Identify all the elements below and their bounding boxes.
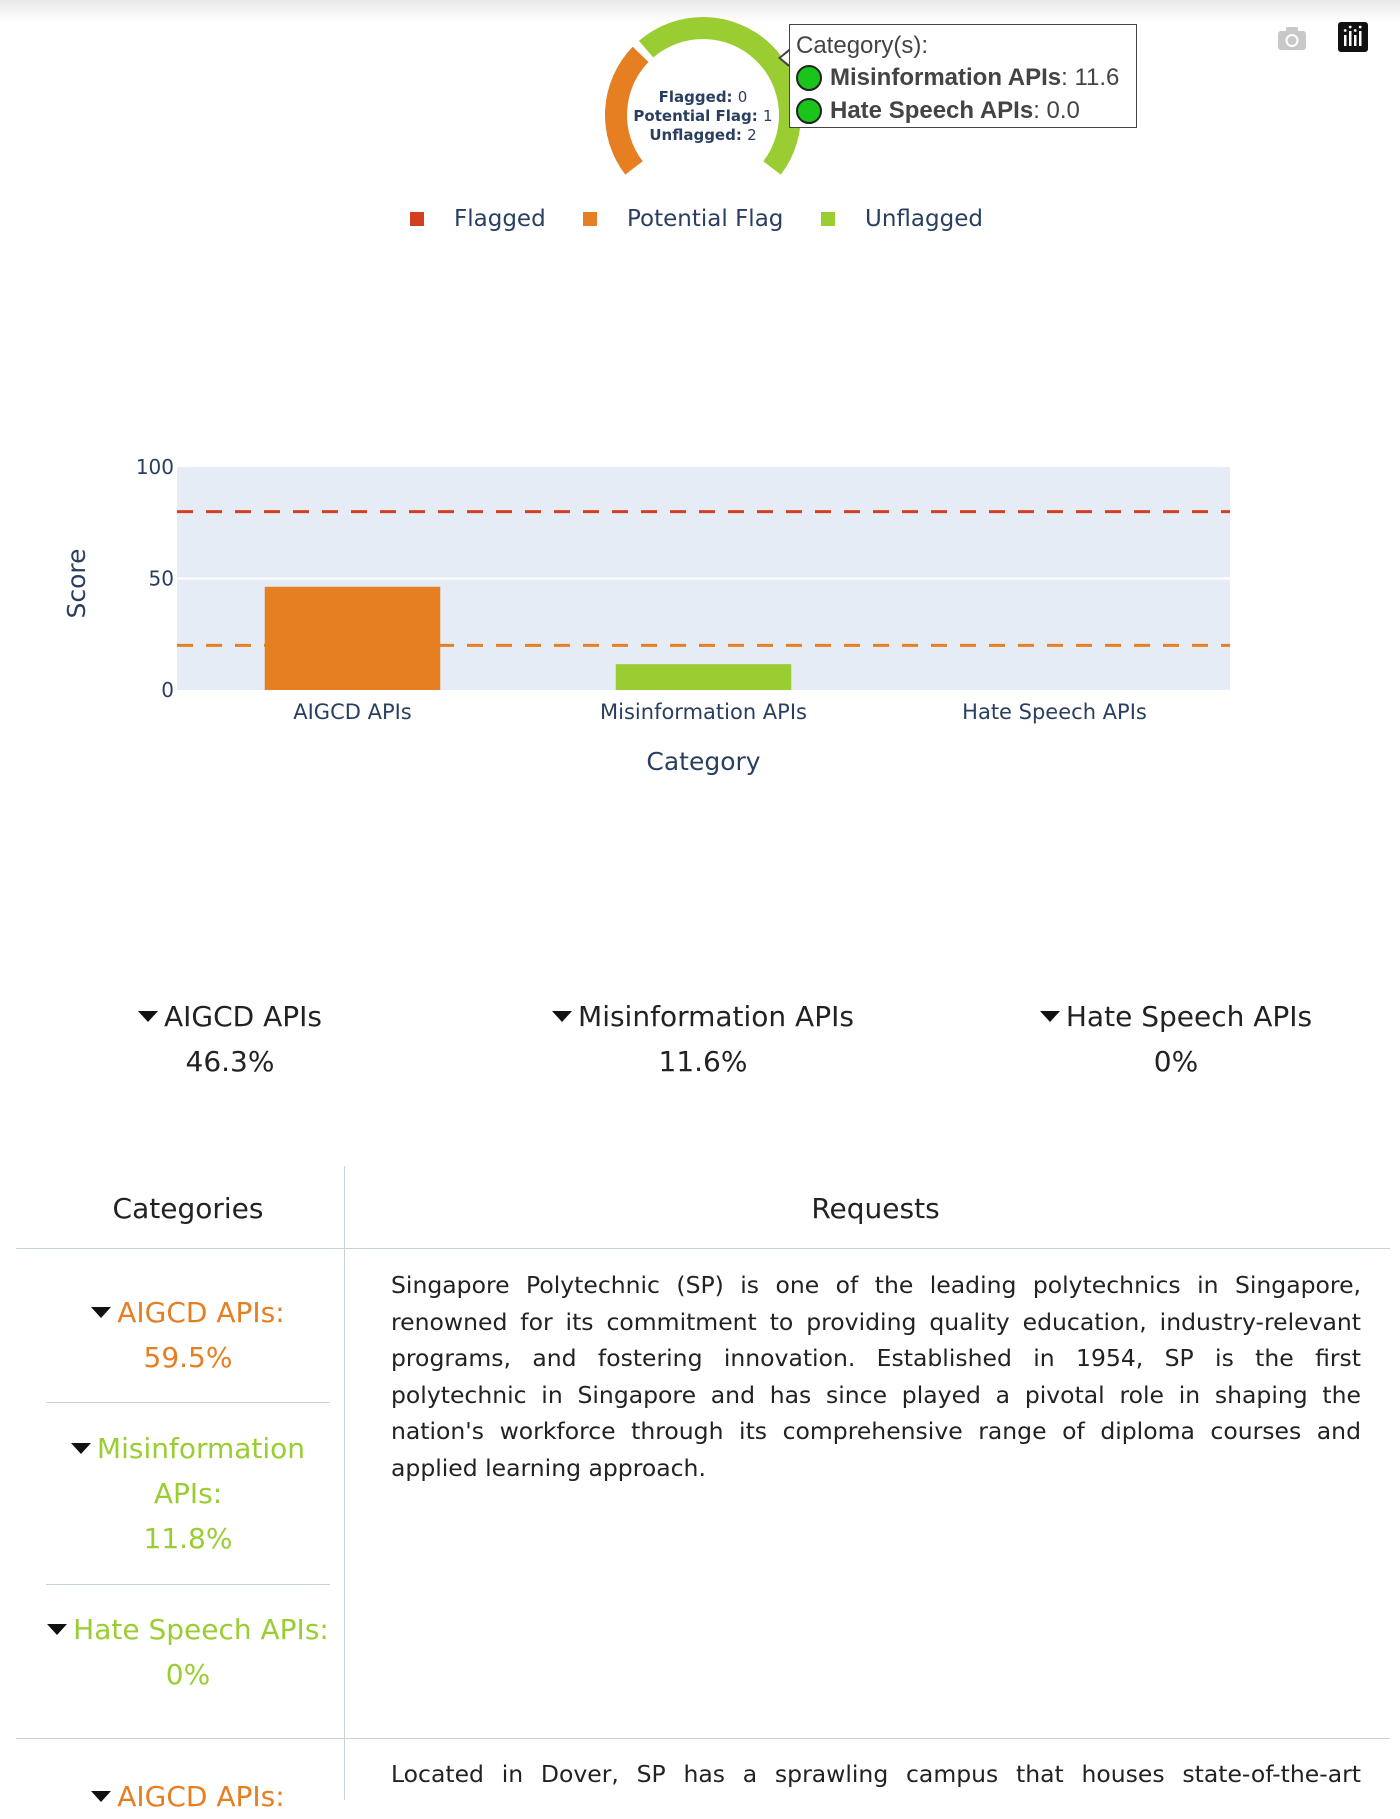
caret-down-icon bbox=[70, 1442, 91, 1454]
kpi-hate-speech: Hate Speech APIs 0% bbox=[976, 1000, 1376, 1079]
chart-legend: Flagged Potential Flag Unflagged bbox=[0, 206, 1400, 238]
tooltip-row-value: : 0.0 bbox=[1033, 97, 1080, 124]
legend-item-potential-flag[interactable]: Potential Flag bbox=[583, 206, 783, 232]
caret-down-icon bbox=[91, 1306, 112, 1318]
y-axis-title: Score bbox=[62, 548, 91, 618]
x-tick-label: Hate Speech APIs bbox=[962, 700, 1147, 724]
tooltip-row-name: Hate Speech APIs bbox=[830, 97, 1034, 124]
bar-aigcd-apis[interactable] bbox=[264, 586, 441, 690]
request-text: Singapore Polytechnic (SP) is one of the… bbox=[391, 1271, 1361, 1482]
plotly-logo-icon[interactable] bbox=[1338, 22, 1368, 52]
category-separator bbox=[46, 1402, 330, 1403]
green-dot-icon bbox=[796, 64, 822, 91]
kpi-value: 11.6% bbox=[658, 1045, 748, 1078]
category-entry-misinformation: Misinformation APIs: 11.8% bbox=[28, 1426, 348, 1561]
legend-item-flagged[interactable]: Flagged bbox=[410, 206, 546, 232]
legend-swatch-icon bbox=[583, 212, 597, 226]
hover-tooltip: Category(s): Misinformation APIs : 11.6 … bbox=[789, 24, 1137, 128]
tooltip-title: Category(s): bbox=[796, 32, 929, 59]
x-axis-title: Category bbox=[646, 747, 760, 776]
donut-slice-unflagged[interactable] bbox=[638, 16, 802, 175]
legend-label: Potential Flag bbox=[627, 206, 784, 232]
donut-label: Potential Flag: 1 bbox=[633, 107, 773, 125]
requests-table: Categories Requests bbox=[16, 1166, 1390, 1249]
legend-item-unflagged[interactable]: Unflagged bbox=[821, 206, 983, 232]
kpi-title: Hate Speech APIs bbox=[976, 1000, 1376, 1034]
caret-down-icon bbox=[47, 1623, 68, 1635]
top-shadow bbox=[0, 0, 1400, 22]
x-tick-label: AIGCD APIs bbox=[293, 700, 412, 724]
category-entry-aigcd: AIGCD APIs: bbox=[28, 1774, 348, 1819]
request-text: Located in Dover, SP has a sprawling cam… bbox=[391, 1760, 1361, 1800]
score-bar-chart: 0 50 100 AIGCD APIs Misinformation APIs Hate … bbox=[62, 455, 1230, 776]
donut-label: Flagged: 0 bbox=[658, 88, 748, 106]
caret-down-icon bbox=[91, 1790, 112, 1802]
y-tick-label: 100 bbox=[136, 455, 174, 479]
green-dot-icon bbox=[796, 97, 822, 124]
caret-down-icon bbox=[552, 1010, 573, 1022]
tooltip-row: Misinformation APIs : 11.6 bbox=[796, 61, 1136, 94]
legend-label: Unflagged bbox=[865, 206, 983, 232]
donut-chart bbox=[605, 16, 802, 175]
x-tick-label: Misinformation APIs bbox=[600, 700, 807, 724]
header-requests: Requests bbox=[811, 1192, 940, 1225]
tooltip-pointer-fill bbox=[781, 50, 791, 66]
tooltip-row: Hate Speech APIs : 0.0 bbox=[796, 94, 1136, 127]
table-header: Categories Requests bbox=[16, 1166, 1390, 1249]
kpi-value: 46.3% bbox=[185, 1045, 275, 1078]
bar-misinformation-apis[interactable] bbox=[615, 664, 792, 690]
category-entry-hate-speech: Hate Speech APIs: 0% bbox=[28, 1607, 348, 1697]
caret-down-icon bbox=[137, 1010, 158, 1022]
tooltip-row-value: : 11.6 bbox=[1061, 64, 1120, 91]
kpi-title: Misinformation APIs bbox=[503, 1000, 903, 1034]
kpi-aigcd: AIGCD APIs 46.3% bbox=[30, 1000, 430, 1079]
category-separator bbox=[46, 1584, 330, 1585]
y-tick-label: 50 bbox=[149, 567, 174, 591]
category-entry-aigcd: AIGCD APIs: 59.5% bbox=[28, 1290, 348, 1380]
row-divider bbox=[16, 1738, 1390, 1739]
legend-swatch-icon bbox=[821, 212, 835, 226]
header-categories: Categories bbox=[112, 1192, 264, 1225]
column-divider bbox=[344, 1166, 345, 1800]
kpi-title: AIGCD APIs bbox=[30, 1000, 430, 1034]
donut-slice-potential-flag[interactable] bbox=[605, 46, 649, 175]
camera-icon[interactable] bbox=[1276, 24, 1308, 52]
legend-label: Flagged bbox=[454, 206, 546, 232]
caret-down-icon bbox=[1039, 1010, 1060, 1022]
kpi-misinformation: Misinformation APIs 11.6% bbox=[503, 1000, 903, 1079]
donut-label: Unflagged: 2 bbox=[649, 126, 757, 144]
kpi-value: 0% bbox=[1153, 1045, 1199, 1078]
tooltip-row-name: Misinformation APIs bbox=[830, 64, 1062, 91]
y-tick-label: 0 bbox=[161, 678, 174, 702]
legend-swatch-icon bbox=[410, 212, 424, 226]
